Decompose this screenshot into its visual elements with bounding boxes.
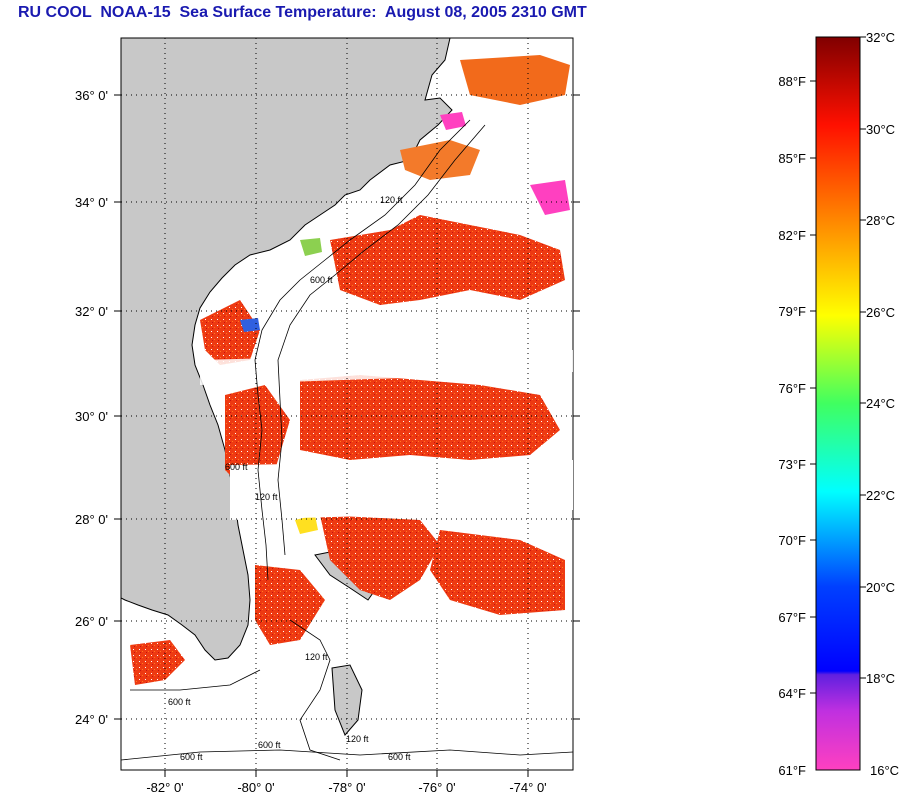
colorbar: 88°F 85°F 82°F 79°F 76°F 73°F 70°F 67°F … bbox=[778, 30, 899, 778]
colorbar-c-label: 20°C bbox=[866, 580, 895, 595]
lon-label: -74° 0' bbox=[509, 780, 546, 795]
colorbar-ticks bbox=[810, 36, 866, 694]
colorbar-gradient bbox=[815, 36, 861, 771]
colorbar-f-label: 70°F bbox=[778, 533, 806, 548]
graticule bbox=[121, 38, 573, 770]
colorbar-c-label: 16°C bbox=[870, 763, 899, 778]
lat-label: 30° 0' bbox=[75, 409, 108, 424]
us-landmass bbox=[121, 38, 453, 661]
lat-label: 32° 0' bbox=[75, 304, 108, 319]
contour-label: 600 ft bbox=[180, 752, 203, 762]
lon-label: -80° 0' bbox=[237, 780, 274, 795]
colorbar-f-label: 88°F bbox=[778, 74, 806, 89]
colorbar-f-label: 73°F bbox=[778, 457, 806, 472]
lon-label: -76° 0' bbox=[418, 780, 455, 795]
lat-label: 28° 0' bbox=[75, 512, 108, 527]
contour-cuba bbox=[121, 749, 573, 761]
lon-label: -78° 0' bbox=[328, 780, 365, 795]
frame-ticks bbox=[114, 94, 580, 777]
colorbar-c-label: 22°C bbox=[866, 488, 895, 503]
andros-island bbox=[331, 664, 363, 736]
contour-label: 120 ft bbox=[380, 195, 403, 205]
colorbar-c-label: 26°C bbox=[866, 305, 895, 320]
lat-label: 26° 0' bbox=[75, 614, 108, 629]
colorbar-c-label: 24°C bbox=[866, 396, 895, 411]
map-panel: 120 ft 600 ft 600 ft 120 ft 600 ft 600 f… bbox=[75, 37, 580, 795]
contour-label: 600 ft bbox=[388, 752, 411, 762]
contour-label: 600 ft bbox=[258, 740, 281, 750]
colorbar-f-label: 64°F bbox=[778, 686, 806, 701]
sst-data-layer bbox=[130, 55, 573, 685]
colorbar-f-label: 79°F bbox=[778, 304, 806, 319]
colorbar-c-label: 30°C bbox=[866, 122, 895, 137]
colorbar-f-label: 82°F bbox=[778, 228, 806, 243]
contour-120ft bbox=[254, 119, 471, 581]
colorbar-f-label: 76°F bbox=[778, 381, 806, 396]
lat-label: 36° 0' bbox=[75, 88, 108, 103]
contour-keys bbox=[130, 669, 261, 691]
colorbar-f-label: 61°F bbox=[778, 763, 806, 778]
lat-label: 34° 0' bbox=[75, 195, 108, 210]
colorbar-c-label: 28°C bbox=[866, 213, 895, 228]
lat-label: 24° 0' bbox=[75, 712, 108, 727]
contour-label: 120 ft bbox=[255, 492, 278, 502]
colorbar-c-label: 32°C bbox=[866, 30, 895, 45]
contour-reef bbox=[289, 619, 341, 761]
contour-600ft bbox=[277, 124, 486, 556]
lon-label: -82° 0' bbox=[146, 780, 183, 795]
contour-label: 120 ft bbox=[346, 734, 369, 744]
colorbar-f-label: 85°F bbox=[778, 151, 806, 166]
map-title: RU COOL NOAA-15 Sea Surface Temperature:… bbox=[18, 4, 587, 21]
colorbar-f-label: 67°F bbox=[778, 610, 806, 625]
contour-label: 120 ft bbox=[305, 652, 328, 662]
contour-label: 600 ft bbox=[225, 462, 248, 472]
contour-label: 600 ft bbox=[168, 697, 191, 707]
bathymetry-contours bbox=[121, 119, 573, 761]
colorbar-c-label: 18°C bbox=[866, 671, 895, 686]
contour-label: 600 ft bbox=[310, 275, 333, 285]
